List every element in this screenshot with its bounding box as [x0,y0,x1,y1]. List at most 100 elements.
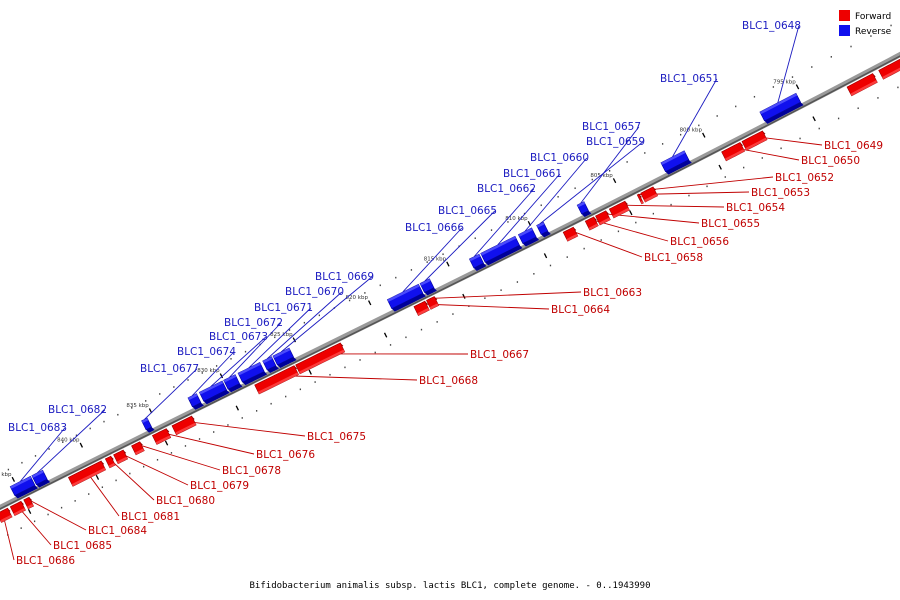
gene-label[interactable]: BLC1_0669 [315,271,374,283]
gene-label[interactable]: BLC1_0662 [477,183,536,195]
gene-label[interactable]: BLC1_0651 [660,73,719,85]
gene-label[interactable]: BLC1_0660 [530,152,589,164]
gene-blc1-0650[interactable] [721,141,746,162]
gene-label[interactable]: BLC1_0652 [775,172,834,184]
gene-blc1-0662[interactable] [468,253,487,271]
gene-blc1-0672[interactable] [223,374,243,393]
gene-blc1-0660[interactable] [517,227,540,247]
gene-label[interactable]: BLC1_0682 [48,404,107,416]
gene-label[interactable]: BLC1_0679 [190,480,249,492]
gene-label[interactable]: BLC1_0668 [419,375,478,387]
minor-tick-mark [374,351,376,354]
gene-blc1-0667[interactable] [295,342,346,375]
gene-blc1-0666[interactable] [386,283,426,312]
gene-blc1-0653[interactable] [636,193,644,205]
gene-blc1-0657[interactable] [576,201,592,218]
gene-blc1-0675[interactable] [171,415,197,436]
gene-blc1-0682[interactable] [31,469,51,488]
minor-tick-mark [48,448,50,450]
gene-blc1-0669[interactable] [272,347,297,368]
gene-blc1-0679[interactable] [113,449,129,465]
gene-blc1-0658[interactable] [562,226,579,242]
gene-blc1-0654[interactable] [608,200,630,219]
gene-blc1-0680[interactable] [104,455,116,469]
gene-label[interactable]: BLC1_0661 [503,168,562,180]
gene-label[interactable]: BLC1_0664 [551,304,610,316]
gene-blc1-0684[interactable] [23,496,35,510]
gene-label[interactable]: BLC1_0654 [726,202,785,214]
gene-blc1-0668[interactable] [254,365,299,395]
gene-label[interactable]: BLC1_0666 [405,222,464,234]
tick-label: 830 kbp [197,368,220,374]
gene-label[interactable]: BLC1_0672 [224,317,283,329]
gene-blc1-0681[interactable] [67,460,107,487]
gene-label[interactable]: BLC1_0658 [644,252,703,264]
gene-label[interactable]: BLC1_0663 [583,287,642,299]
minor-tick-mark [129,472,131,475]
gene-label[interactable]: BLC1_0673 [209,331,268,343]
gene-label[interactable]: BLC1_0665 [438,205,497,217]
gene-blc1-0685[interactable] [9,500,26,517]
leader-line [617,204,725,208]
gene-label[interactable]: BLC1_0686 [16,555,75,567]
gene-blc1-0673[interactable] [198,380,230,405]
minor-tick-mark [600,239,602,241]
gene-label[interactable]: BLC1_0678 [222,465,281,477]
gene-blc1-0677[interactable] [141,417,155,433]
minor-tick-mark [799,137,801,140]
minor-tick-mark [870,35,872,37]
gene-label[interactable]: BLC1_0681 [121,511,180,523]
gene-blc1-0674[interactable] [187,393,204,410]
gene-label[interactable]: BLC1_0674 [177,346,236,358]
minor-tick-mark [890,24,892,27]
gene-blc1-0665[interactable] [419,278,437,296]
minor-tick-mark [608,170,611,172]
gene-label[interactable]: BLC1_0653 [751,187,810,199]
gene-blc1-0659[interactable] [536,221,551,238]
gene-unnamed-1[interactable] [846,73,878,97]
gene-blc1-0661[interactable] [480,235,523,266]
leader-line [229,322,282,378]
gene-label[interactable]: BLC1_0670 [285,286,344,298]
gene-label[interactable]: BLC1_0649 [824,140,883,152]
gene-label[interactable]: BLC1_0656 [670,236,729,248]
gene-blc1-0648[interactable] [759,92,804,124]
gene-label[interactable]: BLC1_0685 [53,540,112,552]
gene-blc1-0651[interactable] [660,150,692,175]
gene-label[interactable]: BLC1_0680 [156,495,215,507]
gene-label[interactable]: BLC1_0650 [801,155,860,167]
gene-label[interactable]: BLC1_0684 [88,525,147,537]
gene-label[interactable]: BLC1_0648 [742,20,801,32]
gene-unnamed-0[interactable] [878,56,900,80]
gene-blc1-0652[interactable] [640,186,658,203]
gene-blc1-0686[interactable] [0,507,13,523]
gene-label[interactable]: BLC1_0659 [586,136,645,148]
leader-line [274,374,418,381]
major-tick-mark [219,373,224,379]
gene-label[interactable]: BLC1_0655 [701,218,760,230]
gene-blc1-0655[interactable] [595,210,611,226]
tick-label: 815 kbp [424,256,447,262]
minor-tick-mark [131,407,133,409]
minor-tick-mark [591,178,593,181]
minor-tick-mark [811,66,813,68]
gene-blc1-0671[interactable] [237,362,268,386]
gene-blc1-0656[interactable] [584,216,599,231]
gene-label[interactable]: BLC1_0676 [256,449,315,461]
gene-blc1-0678[interactable] [131,441,145,456]
minor-tick-mark [117,413,119,416]
gene-blc1-0663[interactable] [426,296,440,310]
gene-label[interactable]: BLC1_0667 [470,349,529,361]
minor-tick-mark [215,365,218,367]
gene-label[interactable]: BLC1_0671 [254,302,313,314]
gene-blc1-0670[interactable] [262,356,279,373]
gene-blc1-0649[interactable] [741,130,768,151]
minor-tick-mark [837,117,840,120]
gene-label[interactable]: BLC1_0675 [307,431,366,443]
gene-blc1-0664[interactable] [413,300,430,316]
gene-blc1-0676[interactable] [151,428,172,445]
gene-label[interactable]: BLC1_0677 [140,363,199,375]
gene-label[interactable]: BLC1_0683 [8,422,67,434]
gene-blc1-0683[interactable] [9,475,38,499]
gene-label[interactable]: BLC1_0657 [582,121,641,133]
